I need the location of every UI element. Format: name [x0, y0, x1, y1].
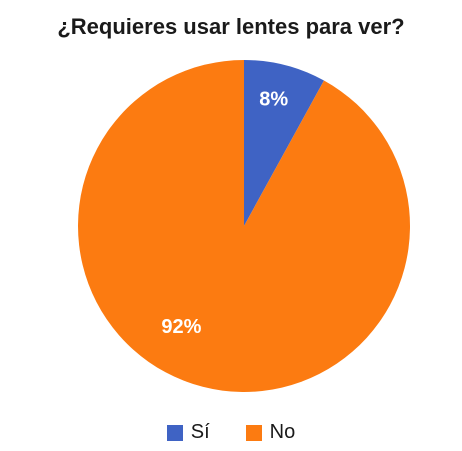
slice-label-no: 92%	[161, 316, 201, 338]
legend-swatch-no	[245, 424, 262, 441]
legend-label-no: No	[269, 421, 296, 443]
slice-label-si: 8%	[259, 88, 288, 110]
pie-slice-no	[77, 60, 410, 392]
legend-swatch-si	[166, 424, 183, 441]
legend: Sí No	[0, 421, 462, 444]
legend-item-si: Sí	[166, 421, 210, 444]
pie-slice-si	[244, 60, 324, 226]
legend-label-si: Sí	[190, 421, 210, 443]
chart-title: ¿Requieres usar lentes para ver?	[57, 14, 405, 39]
legend-item-no: No	[245, 421, 296, 444]
